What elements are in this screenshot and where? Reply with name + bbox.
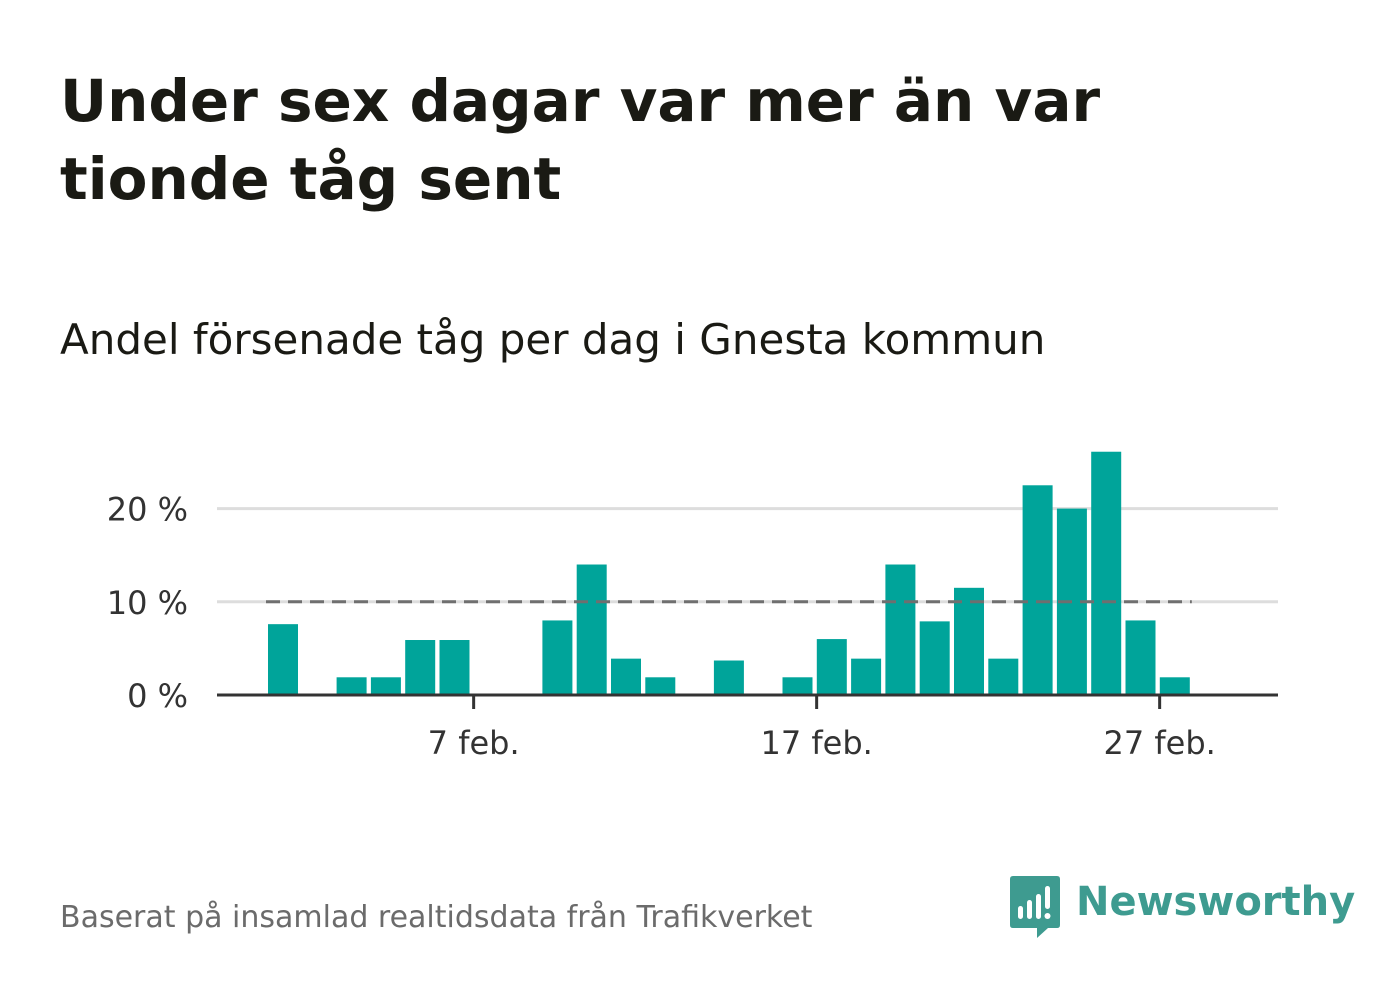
- bar-2023-02-01: [268, 624, 298, 695]
- x-tick-label-2023-02-27: 27 feb.: [1103, 724, 1215, 762]
- bar-2023-02-14: [713, 660, 744, 695]
- bar-2023-02-25: [1091, 451, 1122, 695]
- bar-2023-02-05: [405, 640, 436, 695]
- bar-2023-02-17: [816, 639, 847, 695]
- bar-2023-02-06: [439, 640, 470, 695]
- source-note: Baserat på insamlad realtidsdata från Tr…: [60, 900, 813, 935]
- y-tick-label-0: 0 %: [127, 677, 188, 715]
- bar-2023-02-23: [1022, 485, 1053, 695]
- bar-2023-02-20: [919, 621, 950, 695]
- brand-name: Newsworthy: [1076, 879, 1356, 925]
- brand-logo: Newsworthy: [1010, 876, 1355, 942]
- bar-2023-02-27: [1159, 677, 1190, 695]
- y-tick-label-10: 10 %: [107, 584, 188, 622]
- bar-2023-02-04: [370, 677, 401, 695]
- bar-2023-02-10: [576, 564, 607, 695]
- x-tick-label-2023-02-17: 17 feb.: [760, 724, 872, 762]
- bar-2023-02-11: [611, 658, 641, 695]
- y-tick-label-20: 20 %: [107, 491, 188, 529]
- x-tick-label-2023-02-07: 7 feb.: [428, 724, 520, 762]
- bar-2023-02-18: [851, 658, 882, 695]
- bar-2023-02-09: [542, 620, 573, 695]
- x-axis: 7 feb. 17 feb. 27 feb.: [217, 693, 1278, 762]
- newsworthy-logo-icon: [1010, 876, 1060, 938]
- bar-2023-02-03: [336, 677, 367, 695]
- bar-2023-02-21: [954, 587, 984, 695]
- bar-2023-02-19: [885, 564, 916, 695]
- chart-subtitle: Andel försenade tåg per dag i Gnesta kom…: [60, 315, 1046, 364]
- bar-2023-02-22: [988, 658, 1019, 695]
- bar-2023-02-12: [645, 677, 676, 695]
- y-axis-labels: 0 % 10 % 20 %: [107, 491, 188, 715]
- bars: [268, 451, 1190, 695]
- bar-2023-02-26: [1125, 620, 1156, 695]
- bar-2023-02-16: [782, 677, 813, 695]
- chart-title: Under sex dagar var mer än var tionde tå…: [60, 67, 1101, 213]
